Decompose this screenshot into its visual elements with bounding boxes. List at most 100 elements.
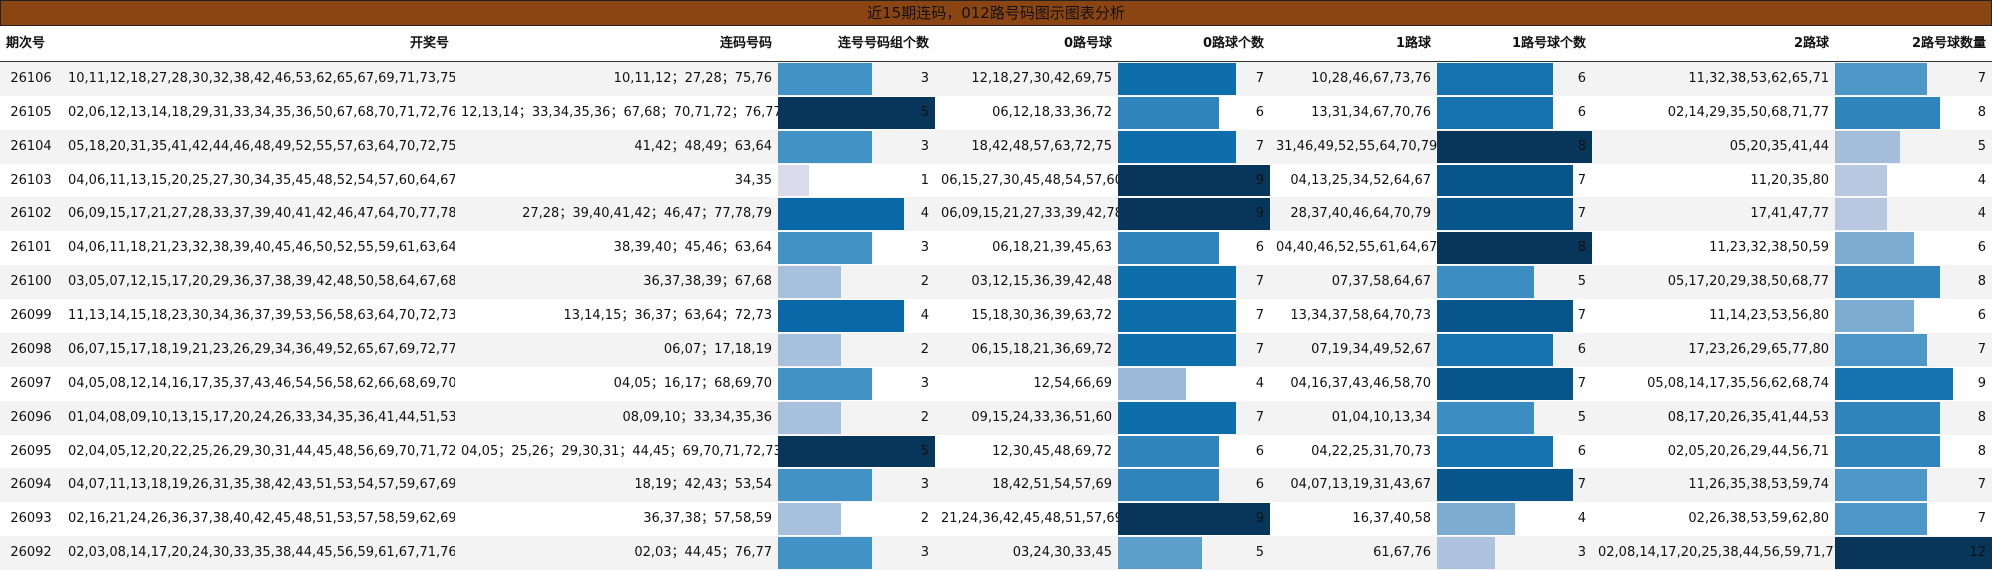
cell-text: 3 (920, 138, 929, 154)
cell-text: 06,09,15,17,21,27,28,33,37,39,40,41,42,4… (68, 206, 455, 222)
cell-text: 04,07,13,19,31,43,67 (1290, 477, 1431, 493)
table-cell: 08,09,10；33,34,35,36 (455, 401, 778, 435)
cell-text: 11,26,35,38,53,59,74 (1688, 477, 1829, 493)
data-bar (1437, 164, 1573, 197)
cell-text: 11,13,14,15,18,23,30,34,36,37,39,53,56,5… (68, 308, 455, 324)
table-cell: 02,04,05,12,20,22,25,26,29,30,31,44,45,4… (62, 435, 455, 469)
row-background (0, 197, 1992, 232)
count-cell: 5 (1437, 401, 1592, 435)
cell-text: 02,14,29,35,50,68,71,77 (1667, 104, 1829, 120)
cell-text: 06,18,21,39,45,63 (992, 240, 1112, 256)
data-bar (778, 266, 841, 299)
count-cell: 12 (1835, 536, 1992, 570)
cell-text: 08,17,20,26,35,41,44,53 (1667, 409, 1829, 425)
cell-text: 04,05,08,12,14,16,17,35,37,43,46,54,56,5… (68, 375, 455, 391)
row-background (0, 502, 1992, 537)
data-bar (1835, 300, 1914, 332)
table-cell: 04,05；16,17；68,69,70 (455, 367, 778, 401)
cell-text: 10,28,46,67,73,76 (1311, 71, 1431, 86)
table-cell: 07,37,58,64,67 (1270, 265, 1437, 299)
data-bar (1437, 435, 1554, 468)
data-bar (1118, 164, 1270, 197)
data-bar (1835, 333, 1927, 366)
table-cell: 04,22,25,31,70,73 (1270, 435, 1437, 469)
cell-text: 07,37,58,64,67 (1331, 274, 1431, 290)
data-bar (1437, 232, 1592, 265)
cell-text: 26100 (10, 274, 52, 290)
count-cell: 5 (1437, 265, 1592, 299)
cell-text: 04,22,25,31,70,73 (1311, 443, 1431, 459)
cell-text: 3 (920, 545, 929, 561)
cell-text: 7 (1577, 206, 1586, 222)
cell-text: 6 (1977, 308, 1986, 324)
cell-text: 11,23,32,38,50,59 (1709, 240, 1829, 256)
data-bar (1835, 537, 1992, 569)
data-bar (1437, 401, 1534, 434)
row-background (0, 265, 1992, 300)
table-cell: 31,46,49,52,55,64,70,79 (1270, 130, 1437, 164)
row-background (0, 332, 1992, 367)
cell-text: 6 (1255, 477, 1264, 493)
cell-text: 6 (1255, 104, 1264, 120)
table-cell: 13,14,15；36,37；63,64；72,73 (455, 299, 778, 333)
cell-text: 7 (1255, 409, 1264, 425)
data-bar (1835, 130, 1901, 163)
table-cell: 34,35 (455, 164, 778, 198)
table-cell: 10,11,12,18,27,28,30,32,38,42,46,53,62,6… (62, 62, 455, 96)
data-bar (1437, 367, 1573, 400)
count-cell: 4 (1437, 502, 1592, 536)
cell-text: 06,15,27,30,45,48,54,57,60 (941, 172, 1118, 188)
cell-text: 6 (1255, 443, 1264, 459)
cell-text: 2 (920, 511, 929, 527)
cell-text: 7 (1255, 274, 1264, 290)
count-cell: 3 (778, 468, 935, 502)
data-bar (778, 367, 873, 400)
table-cell: 10,11,12；27,28；75,76 (455, 62, 778, 96)
cell-text: 34,35 (734, 172, 772, 188)
cell-text: 61,67,76 (1373, 545, 1431, 561)
table-cell: 03,12,15,36,39,42,48 (935, 265, 1118, 299)
cell-text: 31,46,49,52,55,64,70,79 (1276, 138, 1437, 154)
cell-text: 8 (1977, 409, 1986, 425)
table-cell: 26096 (0, 401, 62, 435)
cell-text: 09,15,24,33,36,51,60 (971, 409, 1112, 425)
cell-text: 7 (1977, 71, 1986, 86)
cell-text: 8 (1977, 274, 1986, 290)
cell-text: 13,31,34,67,70,76 (1311, 104, 1431, 120)
cell-text: 04,05；16,17；68,69,70 (613, 375, 772, 391)
table-cell: 04,05,08,12,14,16,17,35,37,43,46,54,56,5… (62, 367, 455, 401)
cell-text: 7 (1977, 511, 1986, 527)
cell-text: 6 (1577, 341, 1586, 357)
table-cell: 06,15,27,30,45,48,54,57,60 (935, 164, 1118, 198)
cell-text: 26092 (10, 545, 52, 561)
table-cell: 13,34,37,58,64,70,73 (1270, 299, 1437, 333)
title-bar: 近15期连码，012路号码图示图表分析 (0, 0, 1992, 26)
count-cell: 5 (1835, 130, 1992, 164)
cell-text: 03,12,15,36,39,42,48 (971, 274, 1112, 290)
cell-text: 26105 (10, 104, 52, 120)
data-bar (778, 435, 935, 468)
data-bar (778, 537, 873, 569)
count-cell: 7 (1118, 333, 1270, 367)
cell-text: 7 (1577, 308, 1586, 324)
data-bar (1118, 130, 1237, 163)
column-header: 1路号球个数 (1437, 26, 1592, 62)
row-background (0, 536, 1992, 570)
row-background (0, 299, 1992, 333)
table-cell: 61,67,76 (1270, 536, 1437, 570)
cell-text: 4 (1577, 511, 1586, 527)
count-cell: 7 (1118, 130, 1270, 164)
cell-text: 04,06,11,13,15,20,25,27,30,34,35,45,48,5… (68, 172, 455, 188)
cell-text: 18,19；42,43；53,54 (634, 477, 772, 493)
cell-text: 3 (920, 477, 929, 493)
table-cell: 04,07,13,19,31,43,67 (1270, 468, 1437, 502)
row-background (0, 231, 1992, 266)
data-bar (1437, 469, 1573, 502)
cell-text: 17,23,26,29,65,77,80 (1688, 341, 1829, 357)
count-cell: 8 (1835, 435, 1992, 469)
table-cell: 03,24,30,33,45 (935, 536, 1118, 570)
cell-text: 5 (920, 443, 929, 459)
table-cell: 17,41,47,77 (1592, 197, 1835, 231)
table-cell: 15,18,30,36,39,63,72 (935, 299, 1118, 333)
cell-text: 12,30,45,48,69,72 (992, 443, 1112, 459)
